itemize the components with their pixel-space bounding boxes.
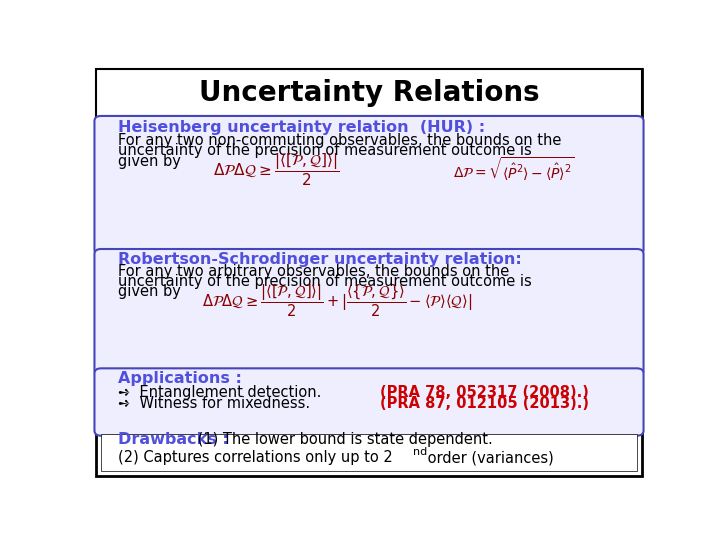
Text: given by: given by	[118, 285, 181, 299]
Text: ➺  Entanglement detection.: ➺ Entanglement detection.	[118, 384, 321, 400]
Text: $\Delta\mathcal{P}\Delta\mathcal{Q} \geq \dfrac{|\langle[\mathcal{P},\mathcal{Q}: $\Delta\mathcal{P}\Delta\mathcal{Q} \geq…	[202, 282, 472, 319]
Text: For any two non-commuting observables, the bounds on the: For any two non-commuting observables, t…	[118, 133, 562, 148]
Text: (PRA 78, 052317 (2008).): (PRA 78, 052317 (2008).)	[380, 384, 589, 400]
FancyBboxPatch shape	[101, 434, 637, 471]
Text: $\Delta\mathcal{P}\Delta\mathcal{Q} \geq \dfrac{|\langle[\mathcal{P},\mathcal{Q}: $\Delta\mathcal{P}\Delta\mathcal{Q} \geq…	[213, 151, 339, 188]
Text: (PRA 87, 012105 (2013).): (PRA 87, 012105 (2013).)	[380, 396, 589, 411]
FancyBboxPatch shape	[96, 69, 642, 476]
Text: Applications :: Applications :	[118, 371, 242, 386]
Text: (2) Captures correlations only up to 2: (2) Captures correlations only up to 2	[118, 450, 392, 465]
Text: order (variances): order (variances)	[423, 450, 553, 465]
Text: For any two arbitrary observables, the bounds on the: For any two arbitrary observables, the b…	[118, 265, 509, 279]
Text: nd: nd	[413, 447, 427, 457]
Text: Robertson-Schrodinger uncertainty relation:: Robertson-Schrodinger uncertainty relati…	[118, 252, 522, 267]
FancyBboxPatch shape	[96, 69, 642, 117]
Text: Drawbacks :: Drawbacks :	[118, 433, 229, 447]
Text: given by: given by	[118, 154, 181, 169]
Text: uncertainty of the precision of measurement outcome is: uncertainty of the precision of measurem…	[118, 144, 531, 158]
FancyBboxPatch shape	[94, 249, 644, 375]
Text: $\Delta\mathcal{P} = \sqrt{\langle\hat{P}^2\rangle - \langle\hat{P}\rangle^2}$: $\Delta\mathcal{P} = \sqrt{\langle\hat{P…	[453, 156, 575, 183]
Text: uncertainty of the precision of measurement outcome is: uncertainty of the precision of measurem…	[118, 274, 531, 289]
FancyBboxPatch shape	[94, 368, 644, 436]
Text: ➺  Witness for mixedness.: ➺ Witness for mixedness.	[118, 396, 310, 411]
FancyBboxPatch shape	[94, 116, 644, 255]
Text: Uncertainty Relations: Uncertainty Relations	[199, 79, 539, 107]
Text: (1) The lower bound is state dependent.: (1) The lower bound is state dependent.	[193, 433, 493, 447]
Text: Heisenberg uncertainty relation  (HUR) :: Heisenberg uncertainty relation (HUR) :	[118, 120, 485, 134]
